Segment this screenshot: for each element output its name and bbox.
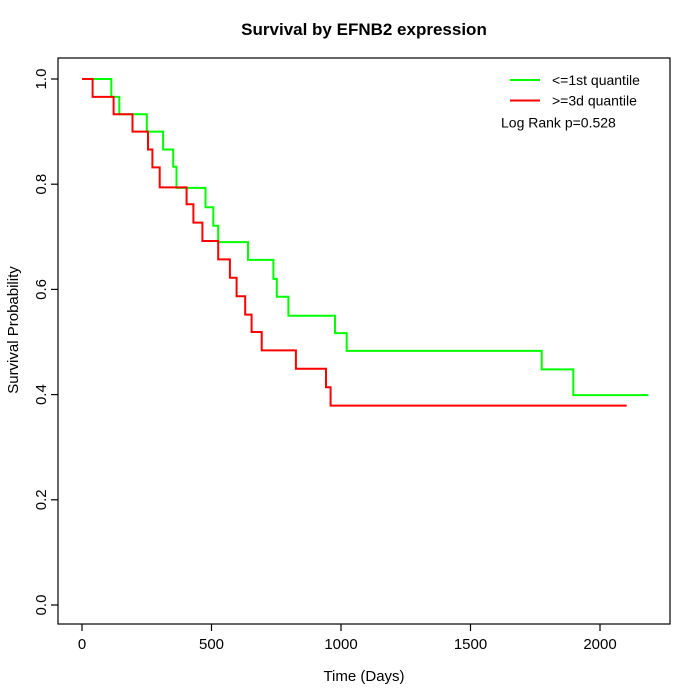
x-axis-label: Time (Days) — [323, 668, 404, 685]
plot-border-box — [57, 57, 671, 625]
km-curve-green — [82, 78, 649, 397]
x-tick-label: 2000 — [583, 636, 616, 653]
log-rank-annotation: Log Rank p=0.528 — [501, 115, 616, 131]
y-axis-ticks: 0.0 0.2 0.4 0.6 0.8 1.0 — [33, 69, 58, 616]
legend-item-third-quantile: >=3d quantile — [510, 93, 637, 109]
y-tick-label: 1.0 — [33, 69, 50, 90]
x-tick-label: 1000 — [324, 636, 357, 653]
legend: <=1st quantile >=3d quantile Log Rank p=… — [501, 72, 640, 131]
survival-curves — [82, 78, 649, 407]
y-tick-label: 0.6 — [33, 279, 50, 300]
legend-label-first-quantile: <=1st quantile — [552, 72, 640, 88]
y-tick-label: 0.8 — [33, 174, 50, 195]
y-tick-label: 0.2 — [33, 489, 50, 510]
x-tick-label: 0 — [78, 636, 86, 653]
x-tick-label: 1500 — [454, 636, 487, 653]
y-axis-label: Survival Probability — [5, 266, 22, 394]
y-tick-label: 0.0 — [33, 595, 50, 616]
chart-title: Survival by EFNB2 expression — [241, 20, 487, 39]
x-axis-ticks: 0 500 1000 1500 2000 — [78, 624, 617, 653]
y-tick-label: 0.4 — [33, 384, 50, 405]
legend-label-third-quantile: >=3d quantile — [552, 93, 637, 109]
km-curve-red — [82, 78, 627, 407]
legend-item-first-quantile: <=1st quantile — [510, 72, 640, 88]
x-tick-label: 500 — [199, 636, 224, 653]
